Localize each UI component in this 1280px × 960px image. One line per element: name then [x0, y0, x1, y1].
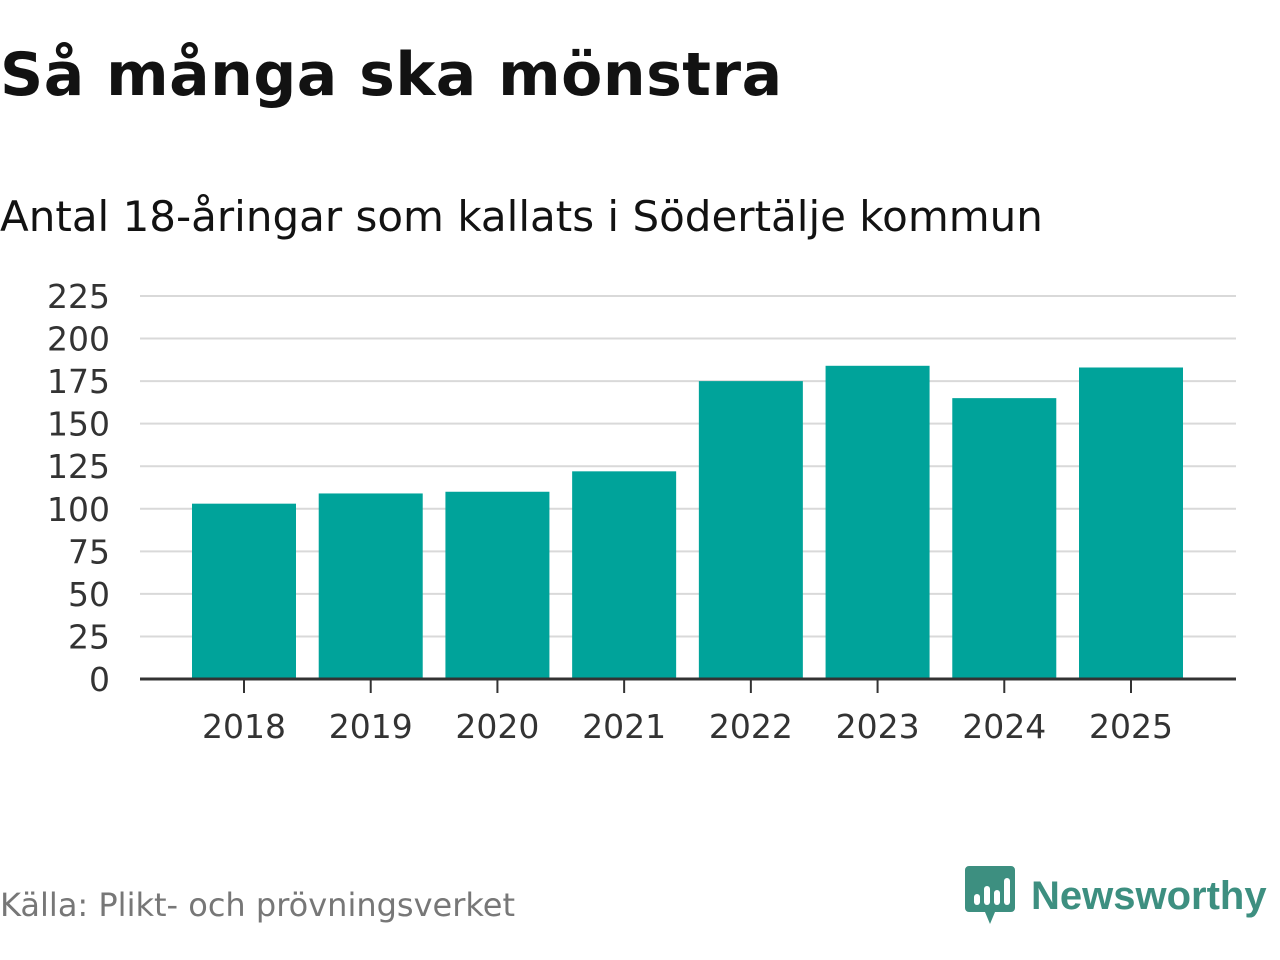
x-tick-label: 2023 [836, 707, 920, 746]
bar-2020 [445, 491, 550, 679]
bar-2023 [825, 365, 930, 679]
x-tick-label: 2019 [329, 707, 413, 746]
chart-subtitle: Antal 18-åringar som kallats i Södertälj… [0, 192, 1043, 241]
x-tick-label: 2020 [455, 707, 539, 746]
brand-name: Newsworthy [1031, 873, 1267, 918]
chart-title: Så många ska mönstra [0, 40, 783, 110]
x-axis-labels: 2018 2019 2020 2021 2022 2023 2024 2025 [202, 707, 1173, 746]
x-tick-label: 2022 [709, 707, 793, 746]
y-tick-label: 150 [47, 405, 110, 444]
y-tick-label: 125 [47, 447, 110, 486]
newsworthy-logo-icon [965, 866, 1015, 924]
y-tick-label: 225 [47, 277, 110, 316]
y-tick-label: 200 [47, 320, 110, 359]
bar-2025 [1079, 367, 1183, 679]
bar-2021 [572, 471, 677, 679]
x-tick-label: 2025 [1089, 707, 1173, 746]
brand-logo: Newsworthy [965, 866, 1267, 926]
bar-2022 [698, 381, 803, 679]
bar-2019 [318, 493, 423, 679]
y-tick-label: 175 [47, 362, 110, 401]
y-tick-label: 50 [68, 575, 110, 614]
x-tick-label: 2018 [202, 707, 286, 746]
x-tick-label: 2021 [582, 707, 666, 746]
y-tick-label: 100 [47, 490, 110, 529]
bars [192, 365, 1183, 679]
y-tick-label: 25 [68, 617, 110, 656]
gridlines [140, 295, 1236, 638]
bar-2018 [192, 503, 296, 679]
source-note: Källa: Plikt- och prövningsverket [0, 886, 515, 924]
y-tick-label: 75 [68, 532, 110, 571]
x-axis [140, 677, 1236, 693]
y-tick-label: 0 [89, 660, 110, 699]
x-tick-label: 2024 [962, 707, 1046, 746]
bar-2024 [952, 398, 1057, 679]
